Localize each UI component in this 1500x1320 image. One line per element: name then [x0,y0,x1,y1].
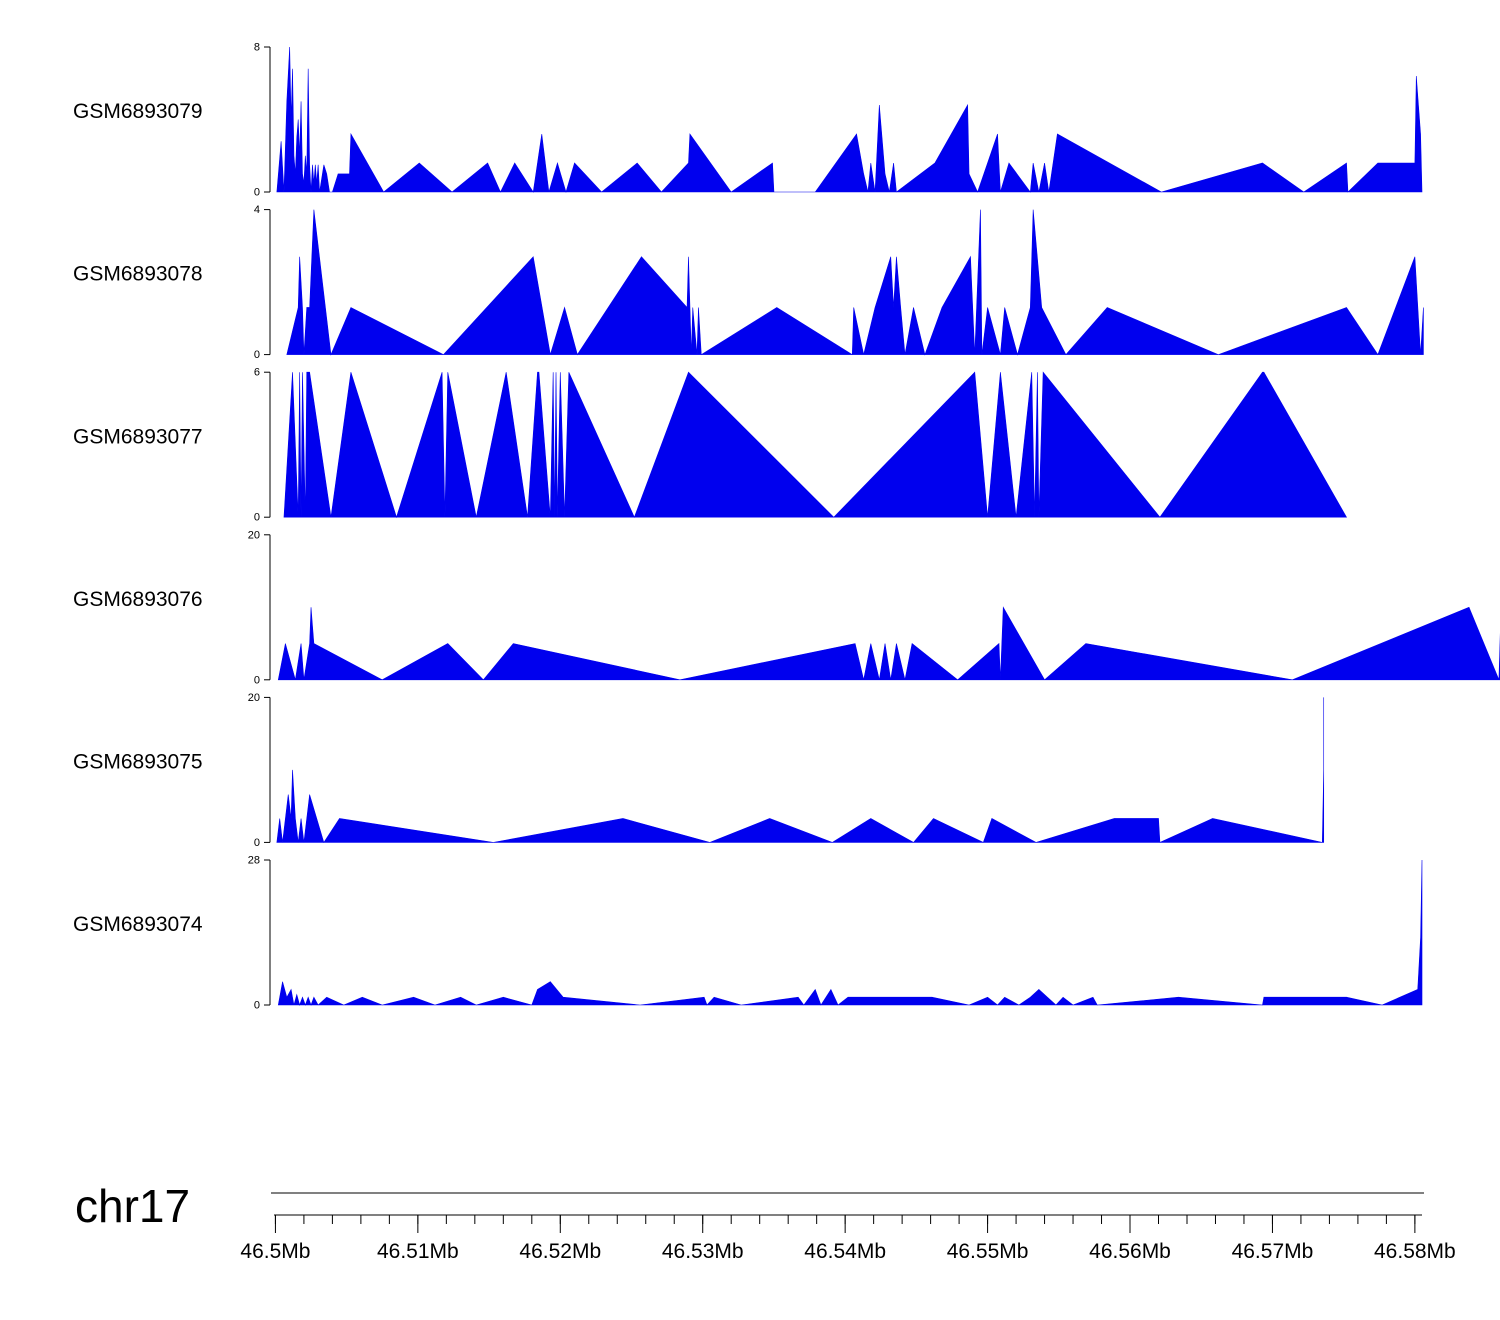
x-tick-label: 46.58Mb [1374,1240,1456,1263]
y-tick-label-min: 0 [254,674,260,686]
chromosome-label: chr17 [75,1180,190,1232]
track-GSM6893074: GSM6893074 28 0 [73,855,1423,1012]
tracks-layer: GSM689307980GSM689307840GSM689307760GSM6… [73,42,1500,1012]
y-tick-label-max: 20 [248,529,260,541]
y-tick-label-max: 20 [248,692,260,704]
chromosome-axis: chr17 46.5Mb 46.51Mb 46.52Mb 46.53Mb 46.54Mb… [75,1180,1456,1263]
y-tick-label-max: 6 [254,367,260,379]
x-tick-label: 46.51Mb [377,1240,459,1263]
x-tick-label: 46.5Mb [240,1240,310,1263]
y-tick-label-min: 0 [254,512,260,524]
track-GSM6893076: GSM6893076 20 0 [73,529,1500,686]
x-tick-label: 46.56Mb [1089,1240,1171,1263]
track-label: GSM6893074 [73,913,203,936]
track-GSM6893079: GSM6893079 8 0 [73,42,1423,199]
y-tick-label-max: 8 [254,42,260,54]
track-GSM6893078: GSM6893078 4 0 [73,204,1424,361]
x-tick-label: 46.54Mb [804,1240,886,1263]
x-tick-label: 46.52Mb [519,1240,601,1263]
coverage-area [276,697,1325,844]
track-GSM6893077: GSM6893077 6 0 [73,367,1348,524]
y-tick-label-min: 0 [254,837,260,849]
track-label: GSM6893078 [73,263,203,286]
track-label: GSM6893077 [73,425,203,448]
x-tick-label: 46.57Mb [1232,1240,1314,1263]
y-tick-label-min: 0 [254,349,260,361]
y-tick-label-max: 4 [254,204,260,216]
coverage-area [286,209,1424,356]
x-tick-label: 46.55Mb [947,1240,1029,1263]
track-GSM6893075: GSM6893075 20 0 [73,692,1325,849]
coverage-area [277,859,1423,1006]
track-label: GSM6893076 [73,588,203,611]
x-tick-label: 46.53Mb [662,1240,744,1263]
coverage-area [283,371,1348,519]
track-label: GSM6893075 [73,750,203,773]
y-tick-label-max: 28 [248,855,260,867]
track-label: GSM6893079 [73,100,203,123]
y-tick-label-min: 0 [254,187,260,199]
coverage-area [277,606,1500,681]
y-tick-label-min: 0 [254,1000,260,1012]
coverage-area [276,46,1423,194]
